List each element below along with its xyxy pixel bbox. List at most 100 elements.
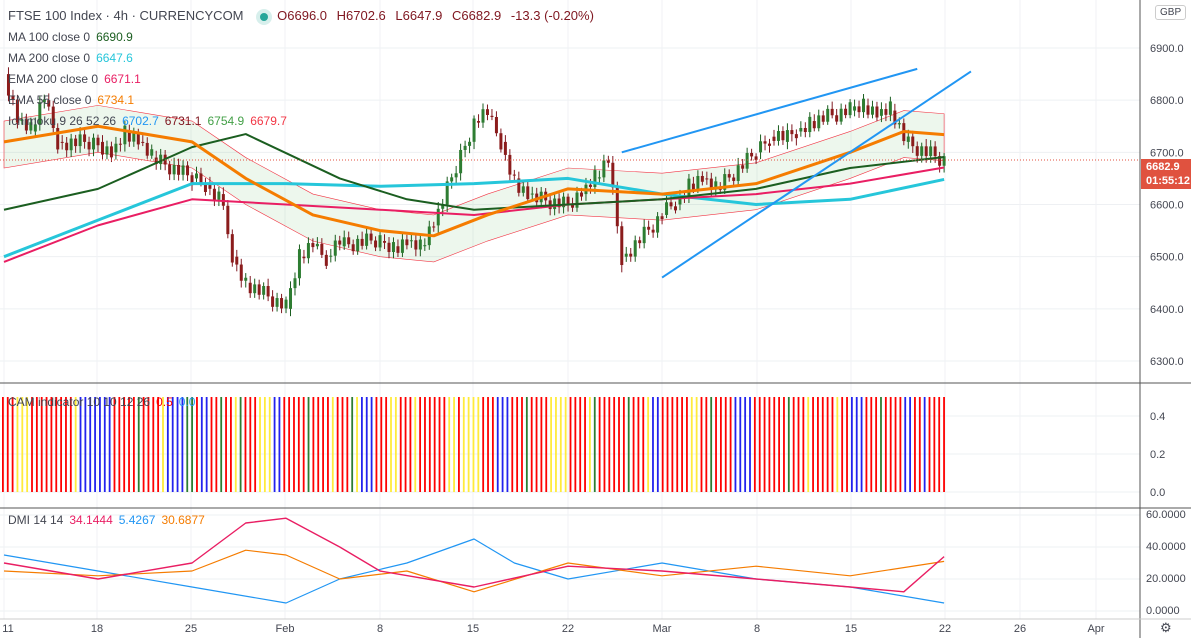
indicator-legend[interactable]: EMA 200 close 0 6671.1 [8, 72, 147, 86]
time-tick: 18 [91, 623, 103, 635]
candle-body [275, 298, 279, 307]
candle-body [432, 226, 436, 228]
candle-body [714, 181, 718, 190]
candle-body [826, 108, 830, 122]
candle-body [329, 255, 333, 257]
cam-bar [860, 397, 863, 492]
cam-bar [705, 397, 708, 492]
symbol-title[interactable]: FTSE 100 Index · 4h · CURRENCYCOM [8, 8, 244, 23]
indicator-legend[interactable]: MA 100 close 0 6690.9 [8, 30, 139, 44]
cam-bar [593, 397, 596, 492]
candle-body [696, 175, 700, 190]
cam-bar [128, 397, 130, 492]
indicator-legend[interactable]: MA 200 close 0 6647.6 [8, 51, 139, 65]
cam-bar [836, 397, 839, 492]
cam-bar [108, 397, 111, 492]
cam-bar [724, 397, 727, 492]
cam-bar [186, 397, 189, 492]
time-tick: 22 [562, 623, 574, 635]
candle-body [118, 143, 122, 145]
cam-bar [807, 397, 810, 492]
candle-body [718, 188, 722, 190]
cam-legend[interactable]: CAM indicator 10 10 12 26 0.5 0.0 [8, 395, 201, 409]
dmi-legend[interactable]: DMI 14 14 34.1444 5.4267 30.6877 [8, 513, 211, 527]
cam-bar [865, 397, 868, 492]
time-tick: 8 [754, 623, 760, 635]
cam-bar [870, 397, 873, 492]
cam-bar [176, 397, 179, 492]
candle-body [65, 142, 69, 151]
cam-bar [598, 397, 601, 492]
candle-body [6, 74, 10, 96]
last-price-tag: 6682.9 01:55:12 [1141, 159, 1191, 189]
currency-button[interactable]: GBP [1155, 5, 1187, 20]
candle-body [665, 202, 669, 215]
trendline[interactable] [661, 70, 972, 279]
candle-body [517, 178, 521, 193]
candle-body [615, 187, 619, 227]
ohlc-close: C6682.9 [452, 8, 502, 23]
cam-bar [118, 397, 121, 492]
candle-body [400, 239, 404, 253]
candle-body [642, 226, 646, 244]
candle-body [181, 165, 185, 175]
symbol-legend[interactable]: FTSE 100 Index · 4h · CURRENCYCOM O6696.… [8, 8, 600, 23]
cam-bar [458, 397, 460, 492]
candle-body [759, 141, 763, 153]
cam-bar [783, 397, 785, 492]
candle-body [445, 181, 449, 205]
candle-body [24, 119, 28, 131]
cam-bar [773, 397, 776, 492]
candle-body [593, 170, 597, 187]
indicator-legend[interactable]: EMA 55 close 0 6734.1 [8, 93, 140, 107]
candles [6, 67, 946, 317]
cam-bar [453, 397, 455, 492]
cam-bar [225, 397, 227, 492]
candle-body [320, 243, 324, 255]
cam-bar [734, 397, 737, 492]
indicator-value: 6690.9 [96, 30, 133, 44]
settings-gear-icon[interactable]: ⚙ [1160, 620, 1172, 635]
candle-body [217, 191, 221, 200]
time-tick: 26 [1014, 623, 1026, 635]
cam-bar [390, 397, 392, 492]
indicator-label: Ichimoku 9 26 52 26 [8, 114, 117, 128]
candle-body [817, 115, 821, 129]
candle-body [660, 216, 664, 220]
indicator-lines [3, 67, 972, 279]
time-tick: Mar [653, 623, 672, 635]
cam-bar [477, 397, 480, 492]
cam-bar [409, 397, 412, 492]
candle-body [906, 136, 910, 142]
cam-bar [918, 397, 921, 492]
candle-body [306, 243, 310, 259]
candle-body [342, 237, 346, 247]
cam-tick: 0.4 [1150, 411, 1165, 423]
candle-body [203, 182, 207, 192]
cam-bar [695, 397, 698, 492]
axes[interactable]: 6900.0 6800.0 6700.0 6600.0 6500.0 6400.0 6300… [2, 43, 1185, 635]
cam-bar [627, 397, 630, 492]
candle-body [123, 125, 127, 145]
candle-body [248, 282, 252, 294]
candle-body [374, 240, 378, 248]
candle-body [790, 130, 794, 135]
cam-bar [69, 397, 72, 492]
candle-body [168, 164, 172, 175]
candle-body [208, 183, 212, 189]
cam-bar [16, 397, 19, 492]
cam-bar [331, 397, 334, 492]
indicator-legend[interactable]: Ichimoku 9 26 52 26 6702.7 6731.1 6754.9 667… [8, 114, 293, 128]
cam-bar [6, 397, 9, 492]
cam-bar [433, 397, 436, 492]
cam-bar [753, 397, 756, 492]
trendline[interactable] [621, 67, 918, 154]
candle-body [562, 196, 566, 208]
candle-body [459, 149, 463, 174]
cam-bar [880, 397, 882, 492]
time-tick: 8 [377, 623, 383, 635]
ma200-line [3, 176, 945, 259]
candle-body [606, 160, 610, 163]
candle-body [942, 156, 946, 166]
